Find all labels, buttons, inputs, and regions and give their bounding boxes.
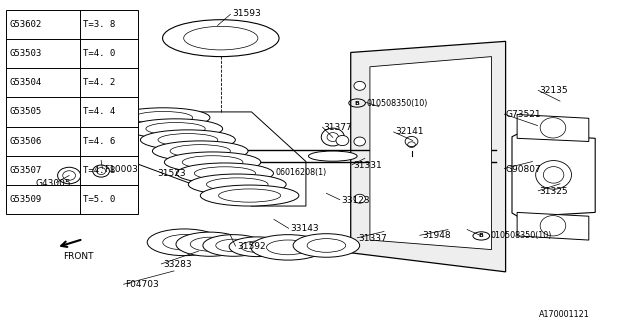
Text: T=3. 8: T=3. 8 — [83, 20, 115, 29]
Text: B: B — [355, 100, 360, 106]
Text: G53504: G53504 — [10, 78, 42, 87]
Text: G53507: G53507 — [10, 166, 42, 175]
Text: G53509: G53509 — [10, 195, 42, 204]
Text: B: B — [479, 233, 484, 238]
Text: 06016208(1): 06016208(1) — [275, 168, 326, 178]
Polygon shape — [351, 41, 506, 272]
Text: 32141: 32141 — [395, 127, 424, 136]
Text: T=4. 8: T=4. 8 — [83, 166, 115, 175]
Ellipse shape — [354, 194, 365, 203]
Text: T=5. 0: T=5. 0 — [83, 195, 115, 204]
Ellipse shape — [177, 163, 273, 184]
Polygon shape — [517, 212, 589, 240]
Ellipse shape — [147, 229, 221, 256]
Ellipse shape — [293, 234, 360, 257]
Polygon shape — [370, 57, 492, 250]
Ellipse shape — [354, 137, 365, 146]
Ellipse shape — [336, 135, 349, 146]
Text: A170001121: A170001121 — [539, 310, 589, 319]
Ellipse shape — [405, 136, 418, 147]
Ellipse shape — [176, 232, 244, 256]
Ellipse shape — [308, 151, 357, 161]
Text: 31592: 31592 — [237, 242, 266, 251]
Text: G90807: G90807 — [506, 165, 541, 174]
Text: 31337: 31337 — [358, 234, 387, 243]
Text: 33283: 33283 — [163, 260, 192, 269]
Text: F04703: F04703 — [125, 280, 159, 289]
Text: 33143: 33143 — [290, 224, 319, 233]
Ellipse shape — [93, 165, 109, 177]
Ellipse shape — [321, 128, 344, 146]
Ellipse shape — [163, 20, 279, 57]
Ellipse shape — [164, 152, 260, 172]
Text: F10003: F10003 — [104, 165, 138, 174]
Text: T=4. 0: T=4. 0 — [83, 49, 115, 58]
Text: 31948: 31948 — [422, 231, 451, 240]
Bar — [6, 10, 138, 214]
Text: T=4. 6: T=4. 6 — [83, 137, 115, 146]
Text: 31325: 31325 — [540, 187, 568, 196]
Ellipse shape — [140, 130, 236, 150]
Text: G53602: G53602 — [10, 20, 42, 29]
Text: 32135: 32135 — [540, 86, 568, 95]
Ellipse shape — [251, 235, 325, 260]
Text: T=4. 4: T=4. 4 — [83, 108, 115, 116]
Ellipse shape — [152, 141, 248, 161]
Polygon shape — [512, 133, 595, 217]
Text: T=4. 2: T=4. 2 — [83, 78, 115, 87]
Polygon shape — [517, 115, 589, 141]
Text: G53506: G53506 — [10, 137, 42, 146]
Ellipse shape — [129, 119, 223, 139]
Text: FRONT: FRONT — [63, 252, 93, 261]
Ellipse shape — [116, 108, 210, 127]
Text: G53503: G53503 — [10, 49, 42, 58]
Text: 31523: 31523 — [157, 169, 186, 178]
Ellipse shape — [203, 235, 264, 256]
Text: G43005: G43005 — [35, 179, 71, 188]
Text: G53505: G53505 — [10, 108, 42, 116]
Ellipse shape — [58, 167, 81, 184]
Text: 010508350(10): 010508350(10) — [367, 99, 428, 108]
Ellipse shape — [188, 174, 286, 195]
Text: G73521: G73521 — [506, 110, 541, 119]
Text: 31377: 31377 — [323, 123, 352, 132]
Text: 31331: 31331 — [353, 161, 382, 170]
Text: 010508350(10): 010508350(10) — [491, 231, 552, 240]
Text: 31593: 31593 — [232, 9, 261, 18]
Ellipse shape — [229, 237, 285, 257]
Text: 33123: 33123 — [341, 196, 370, 205]
Ellipse shape — [354, 81, 365, 90]
Ellipse shape — [200, 185, 299, 206]
